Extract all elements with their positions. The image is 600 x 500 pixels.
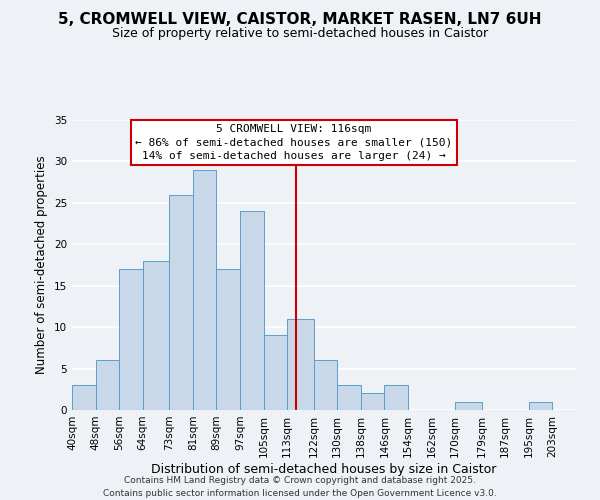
Text: Contains HM Land Registry data © Crown copyright and database right 2025.
Contai: Contains HM Land Registry data © Crown c… [103, 476, 497, 498]
Bar [385, 385, 408, 410]
Bar [314, 360, 337, 410]
Bar [337, 385, 361, 410]
Bar [95, 360, 119, 410]
Bar [169, 194, 193, 410]
Text: Size of property relative to semi-detached houses in Caistor: Size of property relative to semi-detach… [112, 28, 488, 40]
Bar [193, 170, 217, 410]
Bar [529, 402, 553, 410]
Bar [455, 402, 482, 410]
Text: 5 CROMWELL VIEW: 116sqm
← 86% of semi-detached houses are smaller (150)
14% of s: 5 CROMWELL VIEW: 116sqm ← 86% of semi-de… [135, 124, 452, 161]
Y-axis label: Number of semi-detached properties: Number of semi-detached properties [35, 156, 49, 374]
Text: 5, CROMWELL VIEW, CAISTOR, MARKET RASEN, LN7 6UH: 5, CROMWELL VIEW, CAISTOR, MARKET RASEN,… [58, 12, 542, 28]
Bar [287, 319, 314, 410]
X-axis label: Distribution of semi-detached houses by size in Caistor: Distribution of semi-detached houses by … [151, 462, 497, 475]
Bar [72, 385, 95, 410]
Bar [217, 269, 240, 410]
Bar [119, 269, 143, 410]
Bar [143, 261, 169, 410]
Bar [240, 211, 263, 410]
Bar [361, 394, 385, 410]
Bar [263, 336, 287, 410]
